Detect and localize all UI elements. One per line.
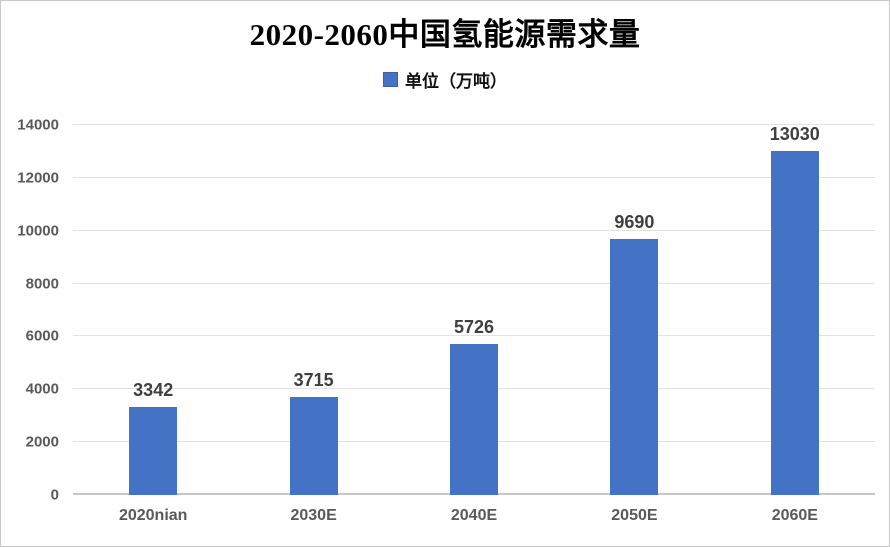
x-tick-label: 2040E [450,507,498,524]
x-tick-label: 2060E [771,507,818,524]
bar-value-label: 5726 [453,316,495,337]
y-tick-label: 2000 [25,433,59,451]
bar-value-label: 3715 [293,369,334,390]
gridline [73,176,875,178]
gridline [73,229,875,231]
x-tick-label: 2020nian [118,507,188,524]
bar-2050E [610,238,659,495]
x-tick-label: 2050E [611,507,658,524]
chart-title: 2020-2060中国氢能源需求量 [249,17,641,52]
y-tick-label: 8000 [25,275,59,293]
bar-2020nian [129,406,178,495]
y-tick-label: 14000 [17,116,59,134]
bar-slot: 5726 [394,125,554,495]
bar-2040E [449,343,498,495]
bar-value-label: 9690 [614,211,655,232]
x-axis-labels: 2020nian 2030E 2040E 2050E 2060E [73,507,875,525]
x-tick-label: 2030E [290,507,337,524]
y-tick-label: 4000 [25,380,59,398]
y-tick-label: 12000 [17,169,59,187]
bar-slot: 13030 [715,125,875,495]
legend-label: 单位（万吨） [405,72,507,91]
gridline [73,282,875,284]
y-tick-label: 10000 [17,222,59,240]
bar-value-label: 3342 [133,379,174,400]
y-tick-label: 6000 [25,327,59,345]
plot-area: 3342 3715 5726 9690 13030 [73,124,875,495]
bar-slot: 9690 [554,125,714,495]
bar-slot: 3342 [73,125,233,495]
bar-slot: 3715 [233,125,393,495]
bar-2060E [770,150,819,495]
y-tick-label: 0 [50,486,59,504]
legend-swatch-icon [383,72,398,87]
gridline [73,335,875,337]
y-axis-labels: 0 2000 4000 6000 8000 10000 12000 14000 [1,118,61,503]
bar-value-label: 13030 [769,123,820,144]
chart-legend: 单位（万吨） [1,67,889,92]
gridline [73,124,875,125]
bar-2030E [289,396,338,495]
